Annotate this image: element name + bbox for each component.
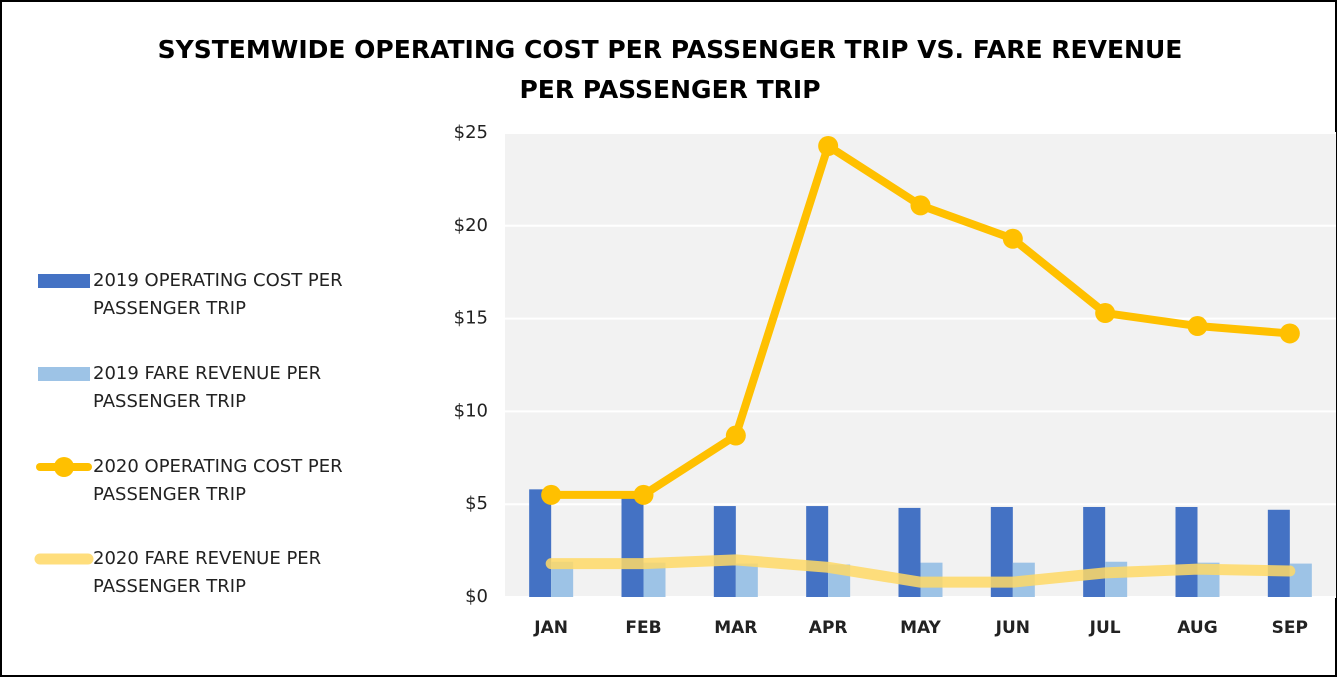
legend-entry: 2019 FARE REVENUE PER PASSENGER TRIP: [93, 363, 322, 412]
legend-swatch: [38, 274, 90, 288]
y-tick-label: $25: [454, 122, 488, 143]
bar: [1289, 563, 1312, 597]
marker: [910, 195, 931, 216]
x-tick-label: FEB: [625, 618, 661, 638]
x-tick-label: SEP: [1272, 618, 1308, 638]
bar: [713, 506, 736, 597]
y-tick-label: $0: [465, 586, 488, 607]
bar: [1175, 506, 1198, 597]
marker: [541, 484, 562, 505]
marker: [818, 135, 839, 156]
bar: [990, 506, 1013, 597]
legend-marker: [54, 457, 74, 477]
line: [545, 554, 1296, 588]
marker: [725, 425, 746, 446]
marker: [633, 484, 654, 505]
x-tick-label: APR: [809, 618, 848, 638]
bar: [1267, 509, 1290, 597]
bar: [529, 489, 552, 597]
bar: [643, 562, 666, 597]
y-tick-label: $15: [454, 308, 488, 329]
y-tick-label: $5: [465, 493, 488, 514]
y-tick-label: $20: [454, 215, 488, 236]
marker: [1279, 323, 1300, 344]
marker: [1002, 228, 1023, 249]
legend-swatch: [38, 367, 90, 381]
bar: [551, 561, 574, 597]
x-tick-label: JUL: [1089, 618, 1121, 638]
x-tick-label: AUG: [1177, 618, 1217, 638]
bar: [735, 563, 758, 597]
bar: [1083, 506, 1106, 597]
bar: [806, 506, 829, 597]
legend-entry: 2020 OPERATING COST PER PASSENGER TRIP: [93, 456, 343, 505]
legend-entry: 2019 OPERATING COST PER PASSENGER TRIP: [93, 270, 343, 319]
x-tick-label: JAN: [533, 618, 568, 638]
x-tick-label: JUN: [995, 618, 1030, 638]
x-tick-label: MAR: [714, 618, 757, 638]
chart-title: SYSTEMWIDE OPERATING COST PER PASSENGER …: [157, 35, 1183, 104]
legend-entry: 2020 FARE REVENUE PER PASSENGER TRIP: [93, 548, 322, 597]
marker: [1187, 316, 1208, 337]
marker: [1095, 303, 1116, 324]
x-tick-label: MAY: [900, 618, 941, 638]
y-tick-label: $10: [454, 400, 488, 421]
bar: [621, 493, 644, 597]
